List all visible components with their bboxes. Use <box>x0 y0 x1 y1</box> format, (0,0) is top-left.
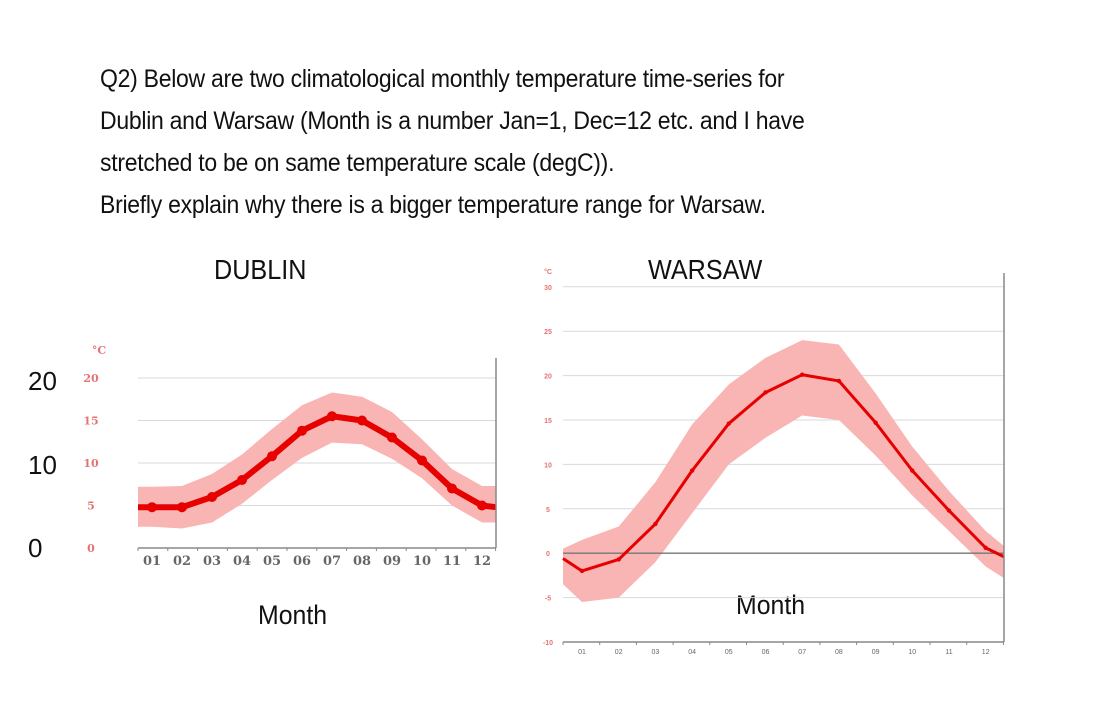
warsaw-xtick-label: 04 <box>688 649 696 656</box>
dublin-ytick-label: 5 <box>87 500 95 513</box>
overlay-tick-0: 0 <box>28 533 43 563</box>
dublin-title: DUBLIN <box>214 254 307 285</box>
warsaw-ytick-label: 0 <box>546 551 550 558</box>
question-line-2: Dublin and Warsaw (Month is a number Jan… <box>100 107 805 135</box>
warsaw-data-point <box>910 468 915 473</box>
warsaw-xtick-label: 06 <box>762 649 770 656</box>
warsaw-unit-label: °C <box>544 268 552 276</box>
dublin-xtick-label: 09 <box>383 554 401 569</box>
warsaw-mean-line <box>562 373 1005 573</box>
dublin-data-point <box>297 425 307 436</box>
warsaw-xtick-label: 05 <box>725 649 733 656</box>
warsaw-data-point <box>800 372 805 377</box>
warsaw-xtick-label: 07 <box>798 649 806 656</box>
dublin-data-point <box>147 502 157 513</box>
dublin-ytick-label: 20 <box>83 372 99 385</box>
dublin-ytick-label: 15 <box>83 415 98 428</box>
dublin-xtick-label: 03 <box>203 554 221 569</box>
warsaw-ytick-label: 15 <box>544 418 552 425</box>
dublin-data-point <box>417 455 427 466</box>
dublin-xlabel: Month <box>258 600 328 630</box>
dublin-data-point <box>177 502 187 513</box>
question-line-1: Q2) Below are two climatological monthly… <box>100 65 785 93</box>
warsaw-xtick-label: 08 <box>835 649 843 656</box>
warsaw-data-point <box>689 468 695 473</box>
dublin-xtick-label: 04 <box>233 554 251 569</box>
warsaw-xlabel: Month <box>736 590 806 620</box>
warsaw-ytick-label: 20 <box>544 374 552 381</box>
dublin-xtick-label: 02 <box>173 554 191 569</box>
warsaw-range-band <box>563 340 1004 603</box>
warsaw-xtick-label: 11 <box>945 649 952 656</box>
dublin-xtick-label: 06 <box>293 554 311 569</box>
dublin-xtick-label: 08 <box>353 554 371 569</box>
dublin-xtick-label: 01 <box>143 554 161 569</box>
dublin-data-point <box>327 411 337 422</box>
dublin-xtick-label: 05 <box>263 554 281 569</box>
question-line-3: stretched to be on same temperature scal… <box>100 149 615 177</box>
dublin-data-point <box>237 475 247 485</box>
dublin-data-point <box>477 500 487 511</box>
warsaw-data-point <box>946 508 952 513</box>
dublin-range-band <box>138 392 496 529</box>
warsaw-data-point <box>726 421 731 426</box>
warsaw-ytick-label: 10 <box>544 462 552 469</box>
warsaw-data-point <box>763 390 768 395</box>
warsaw-ytick-label: 25 <box>544 329 552 336</box>
question-line-4: Briefly explain why there is a bigger te… <box>100 191 766 219</box>
warsaw-xtick-label: 09 <box>872 649 880 656</box>
overlay-tick-20: 20 <box>28 366 57 396</box>
warsaw-data-point <box>616 557 621 562</box>
dublin-xtick-label: 10 <box>413 554 431 569</box>
warsaw-data-point <box>836 378 842 384</box>
warsaw-data-point <box>873 420 878 425</box>
warsaw-xtick-label: 12 <box>982 649 990 656</box>
warsaw-ytick-label: 30 <box>544 285 552 292</box>
warsaw-ytick-label: 5 <box>546 507 550 514</box>
dublin-ytick-label: 0 <box>87 542 95 555</box>
dublin-data-point <box>357 415 367 426</box>
warsaw-xtick-label: 03 <box>652 649 660 656</box>
dublin-xtick-label: 12 <box>473 554 491 569</box>
warsaw-data-point <box>653 521 658 527</box>
dublin-xtick-label: 11 <box>443 554 461 569</box>
overlay-tick-10: 10 <box>28 450 57 480</box>
dublin-data-point <box>447 483 457 494</box>
warsaw-ytick-label: -10 <box>543 640 553 647</box>
dublin-data-point <box>207 492 217 502</box>
dublin-mean-line <box>138 413 497 511</box>
dublin-ytick-label: 10 <box>83 457 99 470</box>
warsaw-xtick-label: 02 <box>615 649 623 656</box>
question-text: Q2) Below are two climatological monthly… <box>100 58 946 226</box>
dublin-data-point <box>387 432 397 443</box>
warsaw-data-point <box>983 545 988 551</box>
dublin-xtick-label: 07 <box>323 554 341 569</box>
warsaw-data-point <box>579 568 585 574</box>
dublin-unit-label: °C <box>92 344 107 357</box>
warsaw-title: WARSAW <box>648 254 763 285</box>
warsaw-xtick-label: 10 <box>908 649 916 656</box>
dublin-data-point <box>267 451 277 462</box>
warsaw-ytick-label: -5 <box>545 596 551 603</box>
warsaw-xtick-label: 01 <box>578 649 586 656</box>
